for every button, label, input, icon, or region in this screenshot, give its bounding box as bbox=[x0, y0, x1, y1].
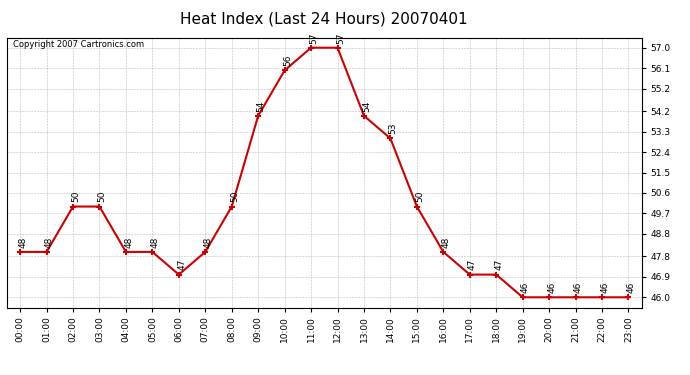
Text: 56: 56 bbox=[283, 55, 292, 66]
Text: 48: 48 bbox=[124, 236, 133, 248]
Text: 47: 47 bbox=[468, 259, 477, 270]
Text: 46: 46 bbox=[627, 282, 635, 293]
Text: 50: 50 bbox=[415, 191, 424, 202]
Text: 48: 48 bbox=[150, 236, 159, 248]
Text: 48: 48 bbox=[442, 236, 451, 248]
Text: Heat Index (Last 24 Hours) 20070401: Heat Index (Last 24 Hours) 20070401 bbox=[181, 11, 468, 26]
Text: Copyright 2007 Cartronics.com: Copyright 2007 Cartronics.com bbox=[13, 40, 144, 49]
Text: 47: 47 bbox=[495, 259, 504, 270]
Text: 57: 57 bbox=[309, 32, 318, 44]
Text: 46: 46 bbox=[521, 282, 530, 293]
Text: 48: 48 bbox=[204, 236, 213, 248]
Text: 54: 54 bbox=[362, 100, 371, 112]
Text: 47: 47 bbox=[177, 259, 186, 270]
Text: 50: 50 bbox=[230, 191, 239, 202]
Text: 48: 48 bbox=[19, 236, 28, 248]
Text: 50: 50 bbox=[71, 191, 80, 202]
Text: 46: 46 bbox=[600, 282, 609, 293]
Text: 46: 46 bbox=[574, 282, 583, 293]
Text: 48: 48 bbox=[45, 236, 54, 248]
Text: 57: 57 bbox=[336, 32, 345, 44]
Text: 50: 50 bbox=[98, 191, 107, 202]
Text: 46: 46 bbox=[547, 282, 556, 293]
Text: 54: 54 bbox=[257, 100, 266, 112]
Text: 53: 53 bbox=[388, 123, 397, 134]
